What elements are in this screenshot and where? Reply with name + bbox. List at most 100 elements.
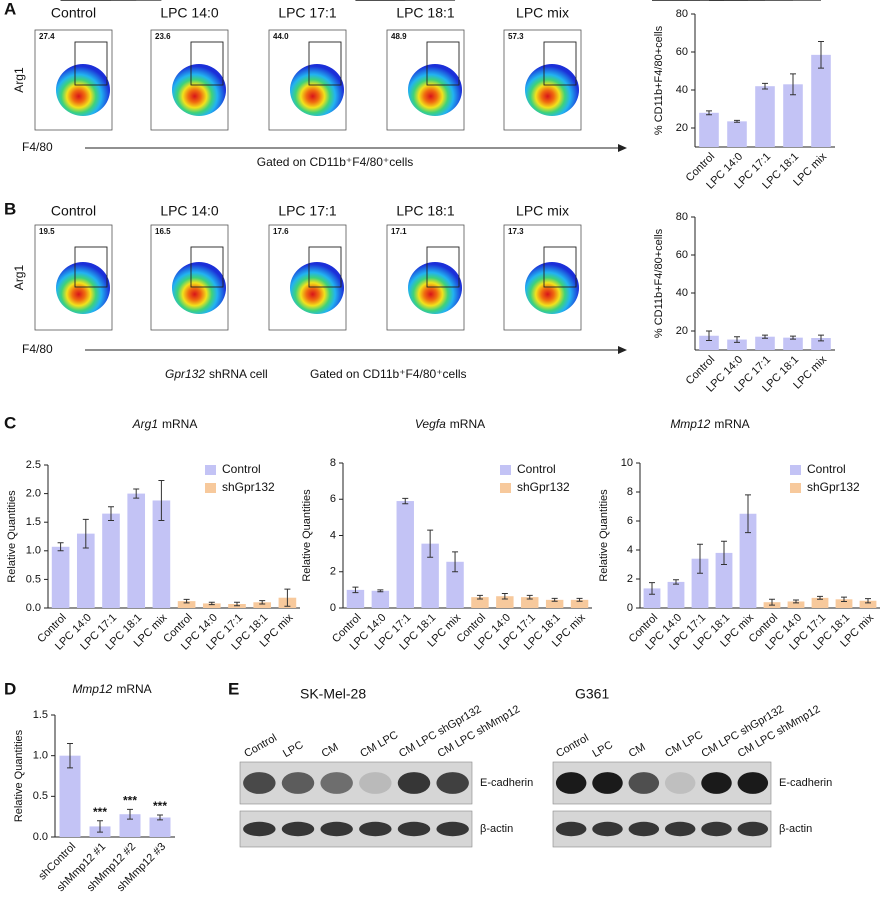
bar xyxy=(396,501,414,608)
gate xyxy=(74,41,108,86)
bar xyxy=(149,817,171,837)
gate xyxy=(190,246,224,288)
bar xyxy=(783,84,803,147)
gate xyxy=(190,41,224,86)
density-blob xyxy=(172,64,226,116)
bar xyxy=(699,335,719,350)
error-bar xyxy=(706,330,712,341)
legend-label: shGpr132 xyxy=(222,480,275,494)
plot-title: LPC 14:0 xyxy=(160,5,219,21)
band xyxy=(243,821,276,837)
gene: Arg1 xyxy=(132,417,158,431)
panel-letter: C xyxy=(4,413,16,432)
significance: *** xyxy=(758,0,772,6)
error-bar xyxy=(452,551,459,573)
bar xyxy=(202,603,221,608)
gate xyxy=(308,246,342,288)
bar xyxy=(727,121,747,147)
panel-letter: A xyxy=(4,0,16,18)
y-tick-label: 4 xyxy=(627,544,633,556)
error-bar xyxy=(790,73,796,96)
title-text: mRNA xyxy=(450,417,485,431)
legend-label: Control xyxy=(222,462,261,476)
error-bar xyxy=(551,597,558,602)
gate-percent: 57.3 xyxy=(508,32,524,41)
significance: *** xyxy=(398,0,412,6)
significance: *** xyxy=(123,794,137,808)
error-bar xyxy=(721,540,727,565)
lane-label: Control xyxy=(554,732,591,760)
y-tick-label: 0.0 xyxy=(26,602,41,614)
error-bar xyxy=(127,808,133,820)
significance: ** xyxy=(732,0,742,6)
significance: ** xyxy=(671,0,681,6)
significance: *** xyxy=(693,0,707,6)
y-tick-label: 40 xyxy=(676,287,688,299)
band xyxy=(592,772,623,794)
legend-swatch xyxy=(790,465,801,475)
bar xyxy=(371,590,390,608)
gate xyxy=(308,41,342,86)
legend-label: Control xyxy=(517,462,556,476)
band xyxy=(592,821,623,837)
error-bar xyxy=(818,334,824,342)
y-tick-label: 6 xyxy=(627,515,633,527)
gate xyxy=(74,246,108,288)
y-tick-label: 1.5 xyxy=(33,709,48,721)
axis-label: F4/80 xyxy=(22,342,53,356)
y-axis-label: Relative Quantities xyxy=(6,490,18,583)
lane-label: CM LPC xyxy=(358,729,400,760)
band xyxy=(555,772,587,794)
gene: Mmp12 xyxy=(670,417,710,431)
error-bar xyxy=(790,335,796,340)
significance: *** xyxy=(79,0,93,6)
legend-label: shGpr132 xyxy=(517,480,570,494)
bar xyxy=(59,755,81,837)
lane-label: CM LPC xyxy=(663,729,705,760)
significance: ** xyxy=(746,0,756,6)
gate-percent: 44.0 xyxy=(273,32,289,41)
protein-label: E-cadherin xyxy=(779,777,832,789)
chart-title: Arg1 mRNA xyxy=(132,417,198,431)
gate-percent: 48.9 xyxy=(391,32,407,41)
axis-label: F4/80 xyxy=(22,140,53,154)
blot xyxy=(239,810,473,848)
lane-label: LPC xyxy=(590,739,615,760)
error-bar xyxy=(158,479,165,521)
lane-label: CM xyxy=(627,741,648,760)
significance: *** xyxy=(93,805,107,819)
error-bar xyxy=(377,589,384,593)
gating-label: Gated on CD11b⁺F4/80⁺cells xyxy=(257,155,414,169)
density-blob xyxy=(525,262,579,314)
band xyxy=(436,772,469,794)
error-bar xyxy=(208,601,215,606)
bar xyxy=(643,588,661,608)
bar xyxy=(521,597,539,608)
density-blob xyxy=(56,64,110,116)
error-bar xyxy=(649,582,655,595)
band xyxy=(281,821,315,837)
error-bar xyxy=(576,597,583,602)
gate xyxy=(426,246,460,288)
plot-title: LPC 18:1 xyxy=(396,5,455,21)
lane-label: LPC xyxy=(281,739,306,760)
cell-label: Gpr132 shRNA cell xyxy=(165,367,268,381)
band xyxy=(737,821,769,837)
error-bar xyxy=(133,488,140,499)
band xyxy=(397,772,431,794)
bar xyxy=(253,602,272,608)
density-blob xyxy=(56,262,110,314)
density-blob xyxy=(408,64,462,116)
error-bar xyxy=(352,586,359,594)
error-bar xyxy=(673,579,679,585)
significance: *** xyxy=(681,0,695,6)
y-tick-label: 2.5 xyxy=(26,459,41,471)
blot xyxy=(552,810,772,848)
error-bar xyxy=(284,588,291,607)
cell-line: G361 xyxy=(575,686,609,702)
bar xyxy=(102,513,120,608)
band xyxy=(243,772,276,794)
blot xyxy=(552,761,772,805)
y-axis-label: Relative Quantities xyxy=(13,729,25,822)
error-bar xyxy=(108,506,114,521)
